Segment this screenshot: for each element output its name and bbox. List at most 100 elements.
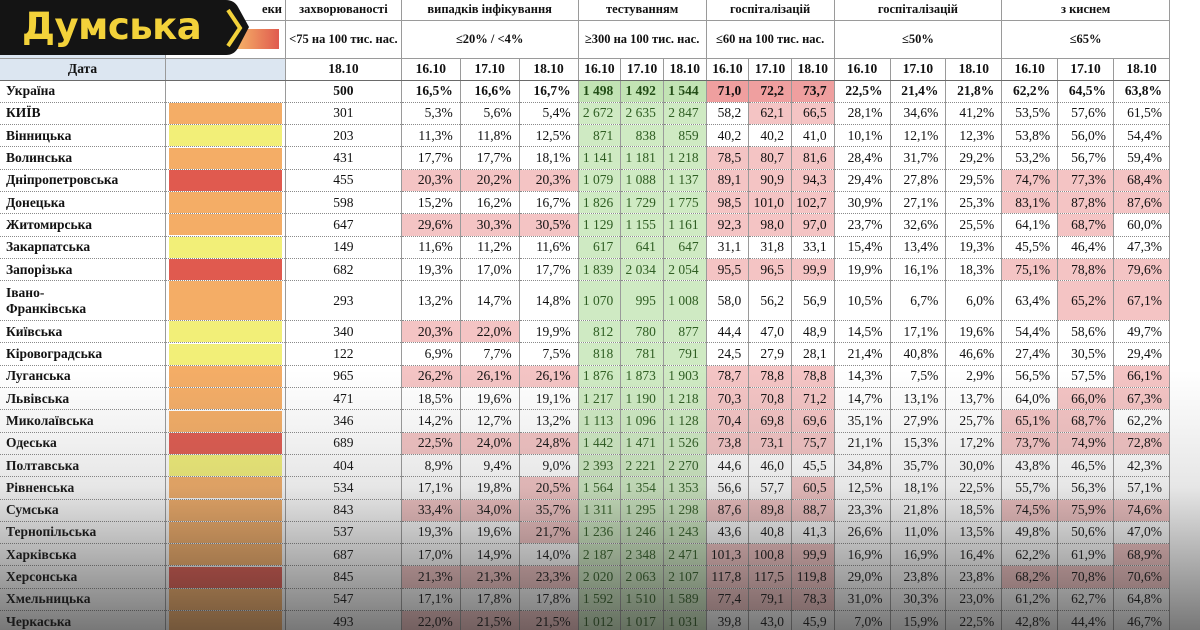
zone-swatch xyxy=(169,259,282,280)
hosp-value: 71,0 xyxy=(706,80,750,103)
hosp-value: 94,3 xyxy=(791,169,835,192)
table-row: Вінницька 203 11,3% 11,8% 12,5% 871 838 859 40,2… xyxy=(0,124,1170,148)
hosp-value: 31,1 xyxy=(706,236,750,259)
positivity-value: 21,3% xyxy=(401,565,461,589)
zone-color-cell xyxy=(165,258,286,282)
hosp-value: 41,3 xyxy=(791,521,835,545)
hosp-share-value: 21,4% xyxy=(890,80,947,103)
oxygen-value: 27,4% xyxy=(1001,342,1059,366)
region-name: Запорізька xyxy=(0,258,167,282)
testing-value: 859 xyxy=(663,124,707,148)
hosp-share-value: 34,8% xyxy=(834,454,891,478)
zone-color-cell xyxy=(165,80,286,103)
hosp-share-value: 23,8% xyxy=(890,565,947,589)
incidence-value: 843 xyxy=(285,499,402,522)
hosp-share-value: 26,6% xyxy=(834,521,891,545)
hosp-share-value: 16,9% xyxy=(834,543,891,567)
oxygen-value: 53,8% xyxy=(1001,124,1059,148)
testing-value: 1 161 xyxy=(663,213,707,237)
incidence-value: 346 xyxy=(285,409,402,433)
oxygen-value: 43,8% xyxy=(1001,454,1059,478)
testing-value: 1 775 xyxy=(663,191,707,215)
hosp-share-value: 22,5% xyxy=(834,80,891,103)
oxygen-value: 42,3% xyxy=(1113,454,1170,478)
oxygen-value: 49,7% xyxy=(1113,320,1170,344)
testing-value: 1 012 xyxy=(578,610,622,630)
testing-value: 1 128 xyxy=(663,409,707,433)
testing-value: 1 190 xyxy=(620,387,664,411)
incidence-value: 404 xyxy=(285,454,402,478)
zone-swatch xyxy=(169,410,282,432)
hosp-share-value: 30,9% xyxy=(834,191,891,215)
table-row: Хмельницька 547 17,1% 17,8% 17,8% 1 592 1 510 1… xyxy=(0,588,1170,612)
table-row: Житомирська 647 29,6% 30,3% 30,5% 1 129 1 155 1… xyxy=(0,213,1170,237)
hosp-share-value: 18,1% xyxy=(890,476,947,500)
region-name: Донецька xyxy=(0,191,167,215)
positivity-value: 20,3% xyxy=(519,169,579,192)
incidence-value: 547 xyxy=(285,588,402,612)
zone-swatch xyxy=(169,192,282,213)
region-name: Житомирська xyxy=(0,213,167,237)
hosp-value: 90,9 xyxy=(748,169,792,192)
oxygen-value: 66,0% xyxy=(1057,387,1114,411)
oxygen-value: 68,4% xyxy=(1113,169,1170,192)
zone-color-cell xyxy=(165,521,286,545)
hosp-value: 78,5 xyxy=(706,146,750,170)
testing-value: 2 471 xyxy=(663,543,707,567)
hosp-value: 101,0 xyxy=(748,191,792,215)
region-name: Херсонська xyxy=(0,565,167,589)
positivity-value: 24,8% xyxy=(519,432,579,455)
region-name: Волинська xyxy=(0,146,167,170)
testing-value: 1 729 xyxy=(620,191,664,215)
oxygen-value: 62,2% xyxy=(1001,543,1059,567)
positivity-value: 14,7% xyxy=(460,280,520,322)
positivity-value: 19,8% xyxy=(460,476,520,500)
hosp-value: 92,3 xyxy=(706,213,750,237)
header-hosp-share-title: госпіталізацій xyxy=(834,0,1003,21)
zone-color-cell xyxy=(165,213,286,237)
testing-value: 1 353 xyxy=(663,476,707,500)
incidence-value: 455 xyxy=(285,169,402,192)
oxy-date-3: 18.10 xyxy=(1113,58,1170,81)
table-row: КИЇВ 301 5,3% 5,6% 5,4% 2 672 2 635 2 847 58,2 62… xyxy=(0,102,1170,126)
testing-value: 1 544 xyxy=(663,80,707,103)
hosp-value: 56,6 xyxy=(706,476,750,500)
positivity-value: 22,0% xyxy=(460,320,520,344)
positivity-value: 11,2% xyxy=(460,236,520,259)
testing-value: 1 510 xyxy=(620,588,664,612)
hosp-share-value: 34,6% xyxy=(890,102,947,126)
testing-value: 1 155 xyxy=(620,213,664,237)
hosp-share-value: 13,1% xyxy=(890,387,947,411)
zone-swatch xyxy=(169,147,282,169)
incidence-value: 682 xyxy=(285,258,402,282)
hosp-value: 47,0 xyxy=(748,320,792,344)
region-name: Кіровоградська xyxy=(0,342,167,366)
testing-value: 2 187 xyxy=(578,543,622,567)
positivity-value: 11,6% xyxy=(519,236,579,259)
table-row: Україна 500 16,5% 16,6% 16,7% 1 498 1 492 1 544… xyxy=(0,80,1170,103)
oxy-date-1: 16.10 xyxy=(1001,58,1059,81)
positivity-value: 7,7% xyxy=(460,342,520,366)
positivity-value: 26,1% xyxy=(460,365,520,389)
incidence-value: 293 xyxy=(285,280,402,322)
hosp-date-3: 18.10 xyxy=(791,58,835,81)
hosp-share-value: 28,1% xyxy=(834,102,891,126)
testing-value: 838 xyxy=(620,124,664,148)
dumska-logo[interactable]: Думська xyxy=(0,0,250,56)
oxygen-value: 46,5% xyxy=(1057,454,1114,478)
testing-value: 1 129 xyxy=(578,213,622,237)
region-name: Полтавська xyxy=(0,454,167,478)
zone-color-cell xyxy=(165,543,286,567)
pos-date-1: 16.10 xyxy=(401,58,461,81)
oxygen-value: 50,6% xyxy=(1057,521,1114,545)
testing-value: 1 354 xyxy=(620,476,664,500)
testing-value: 1 243 xyxy=(663,521,707,545)
incidence-date: 18.10 xyxy=(285,58,402,81)
positivity-value: 17,7% xyxy=(519,258,579,282)
positivity-value: 19,3% xyxy=(401,521,461,545)
table-row: Запорізька 682 19,3% 17,0% 17,7% 1 839 2 034 2 … xyxy=(0,258,1170,282)
incidence-value: 203 xyxy=(285,124,402,148)
oxygen-value: 74,7% xyxy=(1001,169,1059,192)
region-name: Київська xyxy=(0,320,167,344)
